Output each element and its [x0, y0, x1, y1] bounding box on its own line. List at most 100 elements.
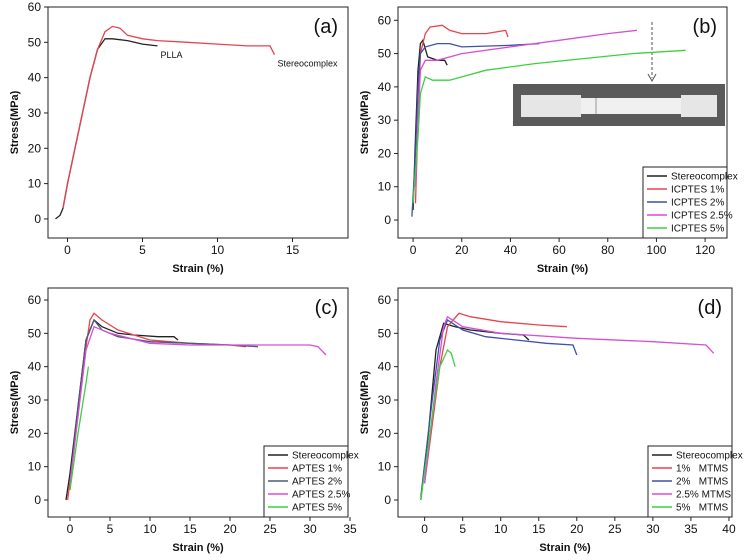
x-tick-label: 5 — [459, 522, 466, 536]
y-tick-label: 30 — [378, 113, 392, 127]
legend-label: APTES 1% — [292, 464, 342, 475]
panel-label: (d) — [698, 297, 722, 319]
legend-label: ICPTES 2% — [671, 198, 724, 209]
x-tick-label: 0 — [410, 243, 417, 257]
x-tick-label: 30 — [646, 522, 660, 536]
legend-label: APTES 5% — [292, 503, 342, 514]
legend-label: Stereocomplex — [676, 451, 743, 462]
legend-label: APTES 2.5% — [292, 490, 350, 501]
x-tick-label: 35 — [343, 522, 357, 536]
x-tick-label: 15 — [286, 243, 300, 257]
x-tick-label: 0 — [67, 522, 74, 536]
legend-label: ICPTES 1% — [671, 185, 724, 196]
series-line — [420, 348, 456, 501]
y-tick-label: 50 — [28, 35, 42, 49]
x-tick-label: 20 — [570, 522, 584, 536]
x-tick-label: 15 — [183, 522, 197, 536]
x-tick-label: 60 — [552, 243, 566, 257]
inset-photo — [513, 22, 725, 126]
legend: Stereocomplex 1% MTMS 2% MTMS 2.5% MTMS 5% M… — [647, 445, 743, 518]
panel-label: (a) — [314, 16, 338, 38]
y-tick-label: 50 — [378, 47, 392, 61]
legend-label: Stereocomplex — [292, 451, 359, 462]
y-tick-label: 10 — [378, 460, 392, 474]
x-tick-label: 0 — [64, 243, 71, 257]
series-line — [411, 42, 540, 217]
x-tick-label: 5 — [107, 522, 114, 536]
legend-label: 2.5% MTMS — [676, 490, 731, 501]
series-line — [414, 24, 509, 204]
x-tick-label: 20 — [223, 522, 237, 536]
x-tick-label: 10 — [494, 522, 508, 536]
x-axis-label: Strain (%) — [539, 542, 591, 554]
panel: 0 20 40 60 80 100 120 0 10 20 30 40 50 60 Strain (%) St… — [359, 6, 738, 275]
x-tick-label: 10 — [211, 243, 225, 257]
x-tick-label: 80 — [601, 243, 615, 257]
y-axis-label: Stress(MPa) — [9, 90, 21, 154]
legend-label: Stereocomplex — [671, 172, 738, 183]
plot-frame — [397, 287, 733, 518]
y-tick-label: 50 — [28, 326, 42, 340]
x-axis-label: Strain (%) — [537, 263, 589, 275]
y-tick-label: 40 — [28, 71, 42, 85]
y-tick-label: 0 — [34, 493, 41, 507]
x-tick-label: 20 — [455, 243, 469, 257]
y-tick-label: 20 — [378, 426, 392, 440]
x-tick-label: 25 — [608, 522, 622, 536]
series-line — [414, 29, 638, 187]
y-axis-label: Stress(MPa) — [359, 90, 371, 154]
x-axis-label: Strain (%) — [172, 263, 224, 275]
series-line — [412, 49, 686, 204]
series-line — [69, 366, 90, 491]
y-tick-label: 60 — [378, 13, 392, 27]
y-tick-label: 0 — [384, 213, 391, 227]
legend-box — [642, 166, 728, 239]
x-tick-label: 40 — [504, 243, 518, 257]
y-tick-label: 50 — [378, 326, 392, 340]
y-tick-label: 40 — [378, 80, 392, 94]
y-tick-label: 60 — [28, 0, 42, 14]
y-axis-label: Stress(MPa) — [9, 370, 21, 434]
y-tick-label: 10 — [378, 180, 392, 194]
series-line — [420, 319, 578, 497]
plot-frame — [47, 6, 349, 239]
legend-label: ICPTES 2.5% — [671, 211, 733, 222]
series-line — [423, 315, 715, 484]
line-label: Stereocomplex — [278, 59, 339, 69]
panel: 0 5 10 15 20 25 30 35 0 10 20 30 40 50 60 Strain (%) Str… — [9, 287, 359, 554]
y-tick-label: 20 — [378, 146, 392, 160]
legend: Stereocomplex APTES 1% APTES 2% APTES 2.5% A… — [263, 445, 359, 518]
panel-label: (c) — [315, 297, 338, 319]
legend-label: 1% MTMS — [676, 464, 729, 475]
y-tick-label: 40 — [378, 360, 392, 374]
series-line — [66, 312, 247, 501]
panel: 0 5 10 15 20 25 30 35 40 0 10 20 30 40 50 60 Strain (%) S… — [359, 287, 743, 554]
legend-label: APTES 2% — [292, 477, 342, 488]
y-tick-label: 30 — [378, 393, 392, 407]
x-tick-label: 35 — [684, 522, 698, 536]
panel: 0 5 10 15 0 10 20 30 40 50 60 Strain (%) Stress(MPa)… — [9, 0, 349, 275]
y-tick-label: 20 — [28, 426, 42, 440]
x-tick-label: 120 — [695, 243, 715, 257]
x-tick-label: 10 — [143, 522, 157, 536]
y-tick-label: 20 — [28, 141, 42, 155]
x-tick-label: 0 — [421, 522, 428, 536]
y-tick-label: 30 — [28, 393, 42, 407]
x-axis-label: Strain (%) — [172, 542, 224, 554]
series-line — [423, 312, 567, 484]
legend: Stereocomplex ICPTES 1% ICPTES 2% ICPTES 2.… — [642, 166, 738, 239]
y-tick-label: 60 — [378, 293, 392, 307]
y-tick-label: 40 — [28, 360, 42, 374]
x-tick-label: 25 — [263, 522, 277, 536]
x-tick-label: 5 — [139, 243, 146, 257]
plot-frame — [47, 287, 349, 518]
y-tick-label: 0 — [34, 212, 41, 226]
y-tick-label: 30 — [28, 106, 42, 120]
y-tick-label: 10 — [28, 460, 42, 474]
plot-frame — [397, 6, 728, 239]
panel-label: (b) — [693, 16, 717, 38]
y-tick-label: 0 — [384, 493, 391, 507]
y-tick-label: 60 — [28, 293, 42, 307]
y-axis-label: Stress(MPa) — [359, 370, 371, 434]
